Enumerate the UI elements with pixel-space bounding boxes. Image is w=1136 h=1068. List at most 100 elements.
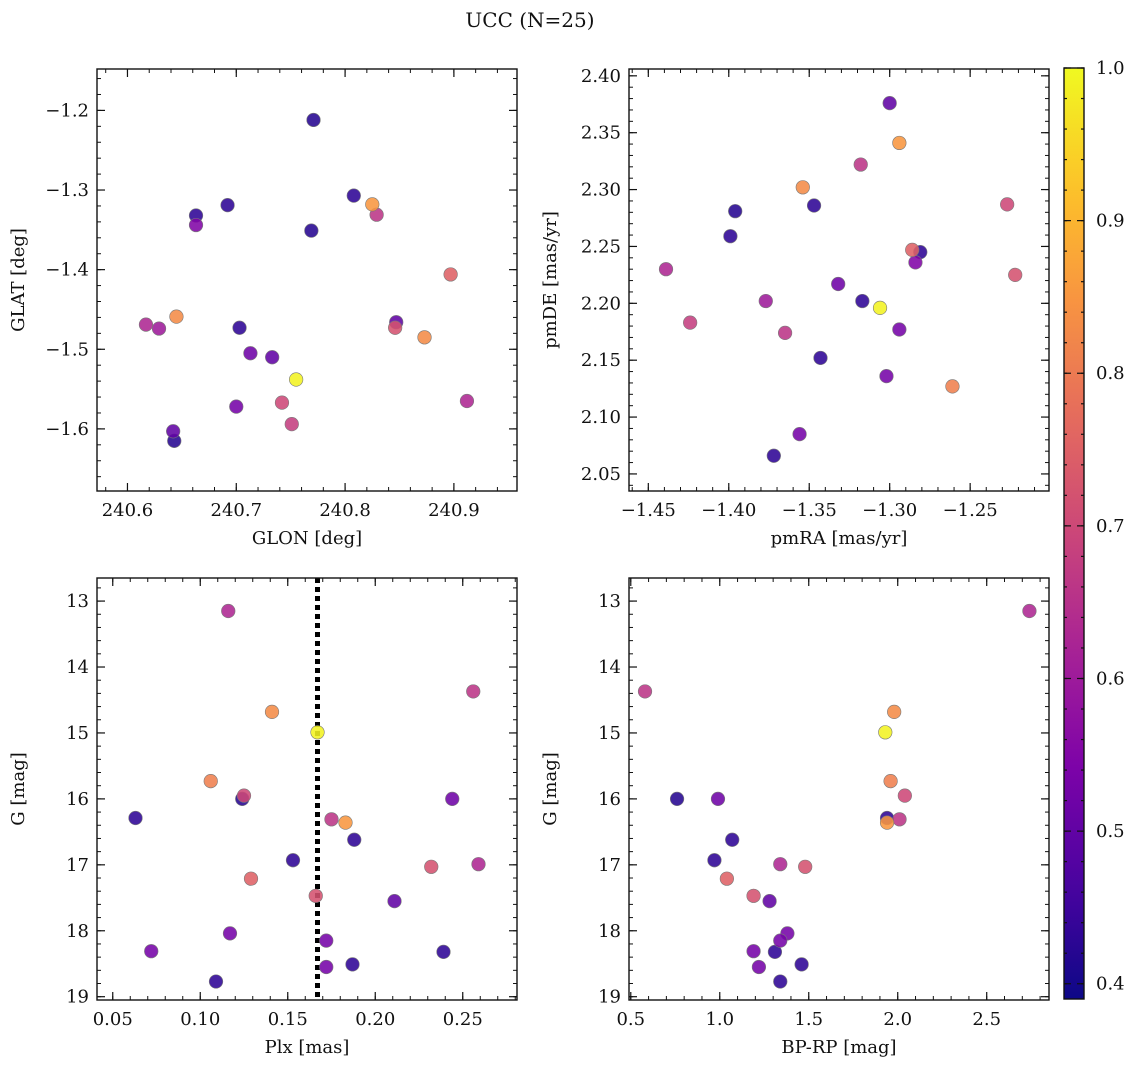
- colorbar-gradient: [1064, 68, 1084, 999]
- y-tick-label: 16: [598, 789, 621, 810]
- scatter-point: [725, 832, 740, 847]
- scatter-point: [338, 815, 353, 830]
- x-axis-label: BP-RP [mag]: [781, 1037, 896, 1058]
- major-ticks: [97, 69, 517, 491]
- y-tick-label: 18: [66, 921, 89, 942]
- x-axis-label: GLON [deg]: [252, 528, 362, 549]
- scatter-point: [766, 448, 781, 463]
- scatter-point: [751, 959, 767, 975]
- scatter-point: [892, 135, 907, 151]
- y-tick-label: 14: [66, 657, 89, 678]
- scatter-point: [882, 96, 897, 111]
- scatter-point: [388, 320, 403, 335]
- colorbar-tick-label: 0.5: [1096, 821, 1125, 842]
- scatter-point: [806, 198, 822, 213]
- scatter-point: [777, 325, 793, 340]
- scatter-point: [188, 217, 204, 233]
- scatter-point: [1008, 267, 1023, 282]
- scatter-point: [306, 112, 321, 128]
- scatter-point: [728, 204, 743, 219]
- scatter-point: [459, 393, 475, 409]
- scatter-points: [658, 96, 1023, 463]
- scatter-point: [471, 857, 486, 872]
- y-tick-label: 13: [66, 591, 89, 612]
- scatter-point: [723, 229, 738, 244]
- y-tick-label: 2.30: [581, 180, 621, 201]
- scatter-point: [345, 957, 360, 972]
- minor-ticks: [97, 578, 517, 1000]
- scatter-point: [762, 893, 777, 909]
- colorbar-tick-label: 0.8: [1096, 363, 1125, 384]
- scatter-point: [138, 317, 154, 332]
- scatter-point: [710, 791, 726, 806]
- scatter-point: [831, 276, 846, 292]
- scatter-point: [324, 812, 339, 827]
- scatter-point: [758, 293, 773, 309]
- y-tick-label: −1.6: [45, 419, 89, 440]
- y-tick-label: 2.40: [581, 66, 621, 87]
- y-tick-label: −1.5: [45, 339, 89, 360]
- scatter-point: [879, 815, 895, 830]
- figure-title: UCC (N=25): [465, 8, 594, 32]
- scatter-point: [792, 427, 807, 442]
- scatter-point: [417, 330, 432, 345]
- major-ticks: [629, 69, 1049, 491]
- scatter-point: [872, 300, 888, 315]
- scatter-point: [879, 369, 894, 384]
- scatter-point: [308, 888, 323, 903]
- y-tick-label: 13: [598, 591, 621, 612]
- scatter-point: [443, 267, 458, 282]
- y-axis-label: GLAT [deg]: [8, 228, 29, 332]
- scatter-point: [445, 791, 460, 806]
- x-tick-label: 240.8: [319, 500, 371, 521]
- scatter-point: [658, 262, 674, 277]
- scatter-point: [229, 399, 244, 414]
- major-ticks: [97, 578, 517, 1000]
- scatter-point: [203, 773, 218, 789]
- y-tick-label: 19: [66, 987, 89, 1008]
- scatter-point: [908, 255, 923, 270]
- scatter-point: [304, 223, 319, 238]
- panel-bprp-g: 0.5 1.0 1.5 2.0 2.5 13 14 15 16 17 18 19 BP-RP [mag]…: [540, 577, 1050, 1058]
- scatter-point: [813, 350, 828, 366]
- scatter-point: [232, 320, 247, 335]
- scatter-point: [637, 684, 653, 699]
- scatter-point: [436, 944, 451, 959]
- axes-frame: [96, 68, 518, 492]
- x-tick-label: −1.35: [782, 500, 837, 521]
- y-tick-label: 15: [598, 723, 621, 744]
- scatter-point: [855, 293, 870, 309]
- scatter-points: [128, 603, 486, 989]
- y-tick-label: 17: [598, 855, 621, 876]
- x-tick-label: 2.5: [972, 1009, 1001, 1030]
- scatter-point: [365, 197, 380, 212]
- y-tick-label: 16: [66, 789, 89, 810]
- scatter-point: [284, 417, 299, 432]
- scatter-point: [883, 773, 898, 789]
- y-tick-label: 2.35: [581, 123, 621, 144]
- scatter-point: [222, 926, 238, 941]
- scatter-point: [1000, 197, 1015, 212]
- scatter-point: [887, 704, 902, 719]
- scatter-point: [128, 810, 143, 826]
- scatter-point: [746, 944, 761, 959]
- scatter-point: [166, 424, 181, 439]
- x-tick-label: 240.7: [211, 500, 263, 521]
- scatter-point: [798, 859, 813, 874]
- y-tick-label: 2.15: [581, 350, 621, 371]
- colorbar-frame: [1063, 67, 1085, 1000]
- scatter-point: [265, 350, 280, 365]
- y-axis-label: pmDE [mas/yr]: [540, 211, 561, 349]
- x-axis-label: pmRA [mas/yr]: [771, 528, 908, 549]
- scatter-point: [853, 157, 868, 172]
- x-axis-label: Plx [mas]: [265, 1037, 350, 1058]
- colorbar-tick-label: 0.9: [1096, 211, 1125, 232]
- y-tick-label: −1.4: [45, 260, 89, 281]
- colorbar: 0.4 0.5 0.6 0.7 0.8 0.9 1.0: [1063, 58, 1125, 1000]
- x-tick-label: −1.25: [943, 500, 998, 521]
- x-tick-label: 0.05: [93, 1009, 133, 1030]
- scatter-point: [243, 346, 258, 361]
- y-tick-label: −1.3: [45, 180, 89, 201]
- colorbar-tick-label: 1.0: [1096, 58, 1125, 79]
- scatter-point: [897, 788, 912, 803]
